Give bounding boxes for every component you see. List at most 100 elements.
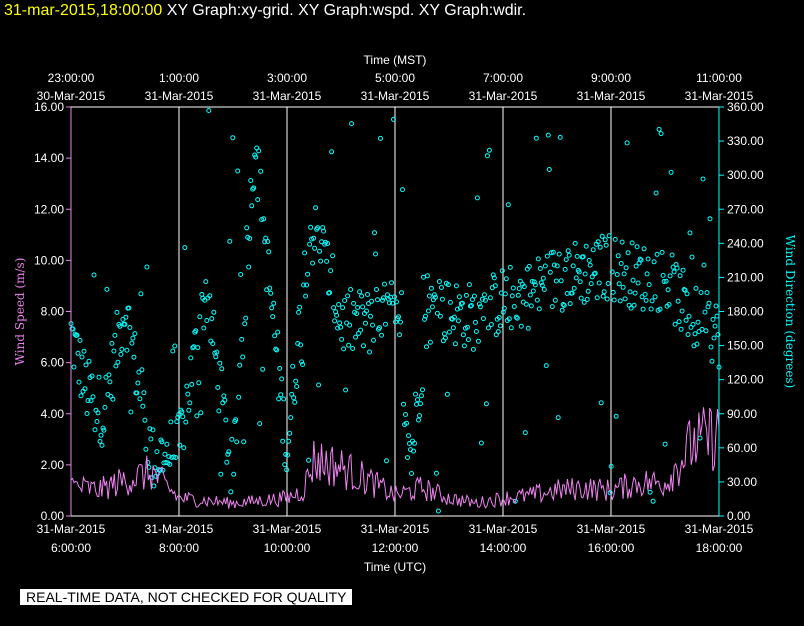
wind-direction-point [445, 282, 451, 288]
wind-direction-point [188, 355, 194, 361]
wind-direction-point [479, 296, 485, 302]
wind-direction-point [175, 414, 181, 420]
wind-direction-point [497, 323, 503, 329]
wind-direction-point [210, 341, 216, 347]
wind-direction-point [110, 396, 116, 402]
wind-direction-point [707, 216, 713, 222]
wind-direction-point [304, 282, 310, 288]
wind-direction-point [546, 167, 552, 172]
wind-direction-point [676, 319, 682, 325]
wind-direction-point [426, 293, 432, 299]
wind-direction-point [518, 323, 524, 329]
wind-direction-point [287, 430, 293, 436]
wind-direction-point [198, 410, 204, 416]
wind-direction-point [81, 348, 87, 354]
wind-direction-point [552, 297, 558, 303]
wind-direction-point [424, 344, 429, 350]
wind-direction-point [249, 203, 255, 209]
wind-direction-point [325, 241, 331, 246]
wind-direction-point [203, 279, 209, 285]
wind-direction-point [429, 304, 435, 310]
wind-direction-point [396, 314, 401, 320]
wind-direction-point [99, 442, 105, 448]
left-tick-label: 8.00 [41, 305, 65, 319]
wind-direction-point [399, 290, 404, 296]
wind-direction-point [225, 451, 231, 457]
wind-direction-point [457, 305, 463, 311]
wind-direction-point [557, 134, 563, 140]
wind-direction-point [412, 440, 417, 446]
wind-direction-point [708, 344, 714, 350]
top-tick-date: 31-Mar-2015 [469, 89, 538, 103]
wind-direction-point [499, 268, 505, 274]
wind-direction-point [620, 284, 626, 290]
wind-direction-point [172, 343, 178, 349]
wind-direction-point [267, 285, 273, 291]
wind-direction-point [237, 362, 243, 368]
wind-direction-point [228, 489, 234, 495]
wind-direction-point [183, 419, 189, 425]
wind-direction-point [537, 266, 543, 271]
wind-direction-point [662, 441, 668, 447]
wind-direction-point [397, 332, 402, 338]
wind-direction-point [659, 249, 665, 255]
wind-direction-point [611, 297, 617, 303]
wind-direction-point [447, 299, 453, 305]
wind-direction-point [370, 322, 375, 328]
wind-direction-point [480, 316, 486, 322]
wind-direction-point [308, 224, 314, 230]
wind-direction-point [114, 309, 120, 315]
wind-direction-point [660, 272, 666, 278]
wind-direction-point [464, 324, 470, 330]
wind-direction-point [619, 239, 625, 245]
wind-direction-point [327, 290, 333, 296]
wind-direction-point [373, 251, 378, 257]
wind-direction-point [140, 403, 146, 409]
wind-direction-point [96, 374, 102, 380]
wind-direction-point [600, 293, 606, 299]
wind-direction-point [313, 205, 319, 211]
wind-direction-point [651, 259, 657, 265]
wind-direction-point [612, 236, 618, 242]
right-tick-label: 240.00 [727, 236, 764, 250]
wind-direction-point [199, 291, 205, 297]
wind-direction-point [176, 411, 182, 417]
bottom-tick-date: 31-Mar-2015 [469, 522, 538, 536]
wind-direction-point [485, 325, 491, 331]
wind-direction-point [219, 366, 225, 372]
wind-direction-point [614, 272, 620, 277]
wind-direction-point [182, 245, 188, 251]
wind-direction-point [187, 400, 193, 406]
right-tick-label: 90.00 [727, 407, 757, 421]
wind-direction-point [490, 272, 496, 278]
wind-direction-point [503, 276, 509, 282]
wind-direction-point [92, 427, 98, 433]
wind-direction-point [112, 332, 118, 338]
wind-direction-point [348, 287, 354, 292]
wind-direction-point [508, 325, 514, 331]
top-tick-date: 31-Mar-2015 [685, 89, 754, 103]
wind-direction-point [106, 372, 112, 378]
wind-direction-point [570, 263, 576, 269]
wind-direction-point [285, 452, 291, 458]
wind-direction-point [703, 328, 709, 334]
wind-direction-point [224, 459, 230, 465]
wind-direction-point [103, 374, 109, 380]
wind-direction-point [441, 331, 447, 337]
wind-direction-point [361, 343, 366, 349]
wind-direction-point [76, 379, 82, 385]
wind-direction-point [444, 391, 450, 397]
wind-direction-point [554, 263, 560, 269]
wind-direction-point [340, 305, 346, 311]
wind-direction-point [298, 342, 304, 348]
wind-direction-point [628, 305, 634, 311]
wind-direction-point [181, 445, 187, 451]
wind-direction-point [151, 483, 157, 489]
wind-direction-point [77, 337, 83, 343]
wind-direction-point [243, 315, 249, 321]
wind-direction-point [507, 264, 513, 270]
wind-direction-point [701, 262, 707, 268]
wind-direction-point [312, 245, 318, 251]
wind-direction-point [514, 315, 520, 321]
wind-direction-point [355, 305, 361, 310]
